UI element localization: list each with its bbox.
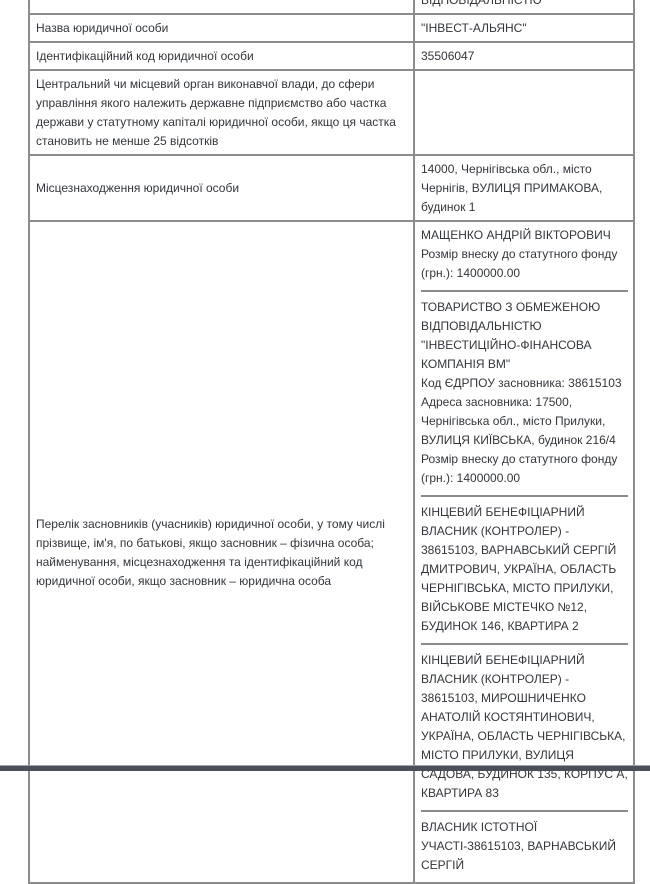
table-row: Місцезнаходження юридичної особи 14000, …: [28, 154, 635, 222]
beneficiary-text: КІНЦЕВИЙ БЕНЕФІЦІАРНИЙ ВЛАСНИК (КОНТРОЛЕ…: [421, 505, 617, 633]
founder-code: Код ЄДРПОУ засновника: 38615103: [421, 376, 622, 390]
divider: [421, 810, 628, 812]
row-label: Ідентифікаційний код юридичної особи: [28, 41, 415, 71]
divider: [421, 290, 628, 292]
table-row: Центральний чи місцевий орган виконавчої…: [28, 69, 635, 156]
owner-text: ВЛАСНИК ІСТОТНОЇ УЧАСТІ-38615103, ВАРНАВ…: [421, 820, 617, 872]
founder-contribution: Розмір внеску до статутного фонду (грн.)…: [421, 452, 618, 485]
table-row: ВІДПОВІДАЛЬНІСТЮ: [28, 0, 635, 15]
table-row: Ідентифікаційний код юридичної особи 355…: [28, 41, 635, 71]
founders-cell: МАЩЕНКО АНДРІЙ ВІКТОРОВИЧ Розмір внеску …: [413, 220, 635, 884]
founder-name: ТОВАРИСТВО З ОБМЕЖЕНОЮ ВІДПОВІДАЛЬНІСТЮ …: [421, 300, 601, 371]
founder-contribution: Розмір внеску до статутного фонду (грн.)…: [421, 247, 618, 280]
row-value: 14000, Чернігівська обл., місто Чернігів…: [413, 154, 635, 222]
row-label: Центральний чи місцевий орган виконавчої…: [28, 69, 415, 156]
table-row: Перелік засновників (учасників) юридично…: [28, 220, 635, 884]
row-value: 35506047: [413, 41, 635, 71]
founder-entry: МАЩЕНКО АНДРІЙ ВІКТОРОВИЧ Розмір внеску …: [421, 226, 628, 287]
row-value: [413, 69, 635, 156]
window-bottom-bar: [0, 765, 650, 771]
registry-table-container: ВІДПОВІДАЛЬНІСТЮ Назва юридичної особи "…: [28, 0, 635, 884]
row-value: ВІДПОВІДАЛЬНІСТЮ: [413, 0, 635, 15]
significant-owner-entry: ВЛАСНИК ІСТОТНОЇ УЧАСТІ-38615103, ВАРНАВ…: [421, 818, 628, 879]
registry-table: ВІДПОВІДАЛЬНІСТЮ Назва юридичної особи "…: [28, 0, 635, 884]
row-label: Назва юридичної особи: [28, 13, 415, 43]
beneficiary-entry: КІНЦЕВИЙ БЕНЕФІЦІАРНИЙ ВЛАСНИК (КОНТРОЛЕ…: [421, 651, 628, 807]
founder-name: МАЩЕНКО АНДРІЙ ВІКТОРОВИЧ: [421, 228, 611, 242]
founder-entry: ТОВАРИСТВО З ОБМЕЖЕНОЮ ВІДПОВІДАЛЬНІСТЮ …: [421, 298, 628, 492]
row-label: [28, 0, 415, 15]
beneficiary-text: КІНЦЕВИЙ БЕНЕФІЦІАРНИЙ ВЛАСНИК (КОНТРОЛЕ…: [421, 653, 628, 800]
table-row: Назва юридичної особи "ІНВЕСТ-АЛЬЯНС": [28, 13, 635, 43]
row-value: "ІНВЕСТ-АЛЬЯНС": [413, 13, 635, 43]
founder-address: Адреса засновника: 17500, Чернігівська о…: [421, 395, 616, 447]
beneficiary-entry: КІНЦЕВИЙ БЕНЕФІЦІАРНИЙ ВЛАСНИК (КОНТРОЛЕ…: [421, 503, 628, 640]
divider: [421, 495, 628, 497]
row-label: Місцезнаходження юридичної особи: [28, 154, 415, 222]
row-label: Перелік засновників (учасників) юридично…: [28, 220, 415, 884]
divider: [421, 643, 628, 645]
